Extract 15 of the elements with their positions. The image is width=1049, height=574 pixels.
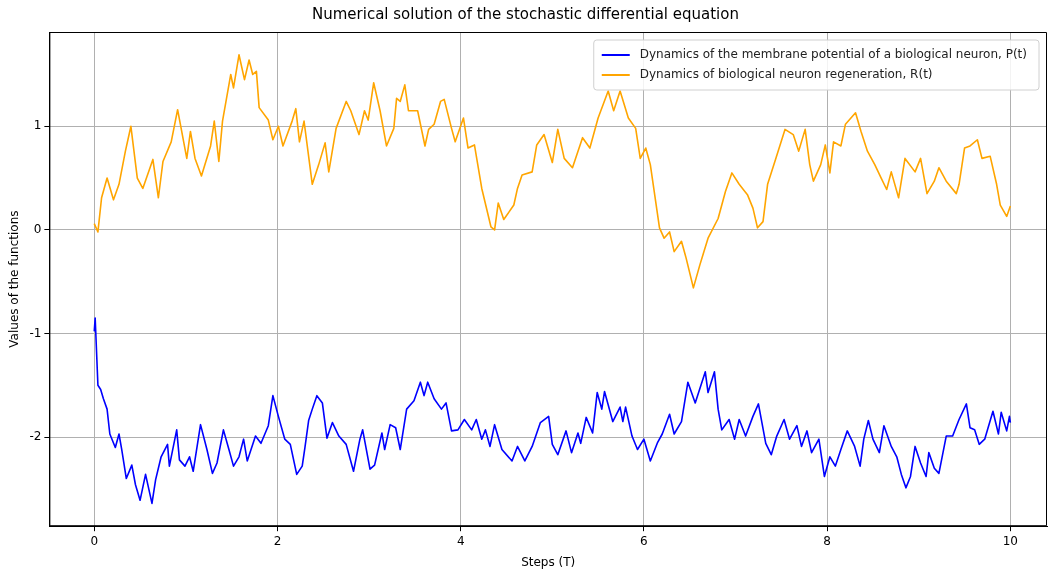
y-tick-label: -1 bbox=[29, 325, 42, 340]
x-axis-title: Steps (T) bbox=[521, 554, 576, 569]
x-tick-label: 0 bbox=[90, 533, 99, 548]
y-tick-label: -2 bbox=[29, 429, 42, 444]
legend-label: Dynamics of biological neuron regeneration, R(t) bbox=[639, 67, 933, 82]
x-tick-label: 8 bbox=[823, 533, 831, 548]
y-axis-title: Values of the functions bbox=[7, 210, 22, 348]
x-tick-label: 10 bbox=[1002, 533, 1018, 548]
y-tick-label: 1 bbox=[33, 118, 42, 133]
chart-title: Numerical solution of the stochastic differential equation bbox=[312, 4, 739, 23]
legend-label: Dynamics of the membrane potential of a biological neuron, P(t) bbox=[639, 47, 1028, 62]
x-tick-label: 2 bbox=[273, 533, 282, 548]
x-tick-label: 4 bbox=[456, 533, 465, 548]
y-tick-label: 0 bbox=[33, 222, 42, 237]
x-tick-label: 6 bbox=[640, 533, 648, 548]
